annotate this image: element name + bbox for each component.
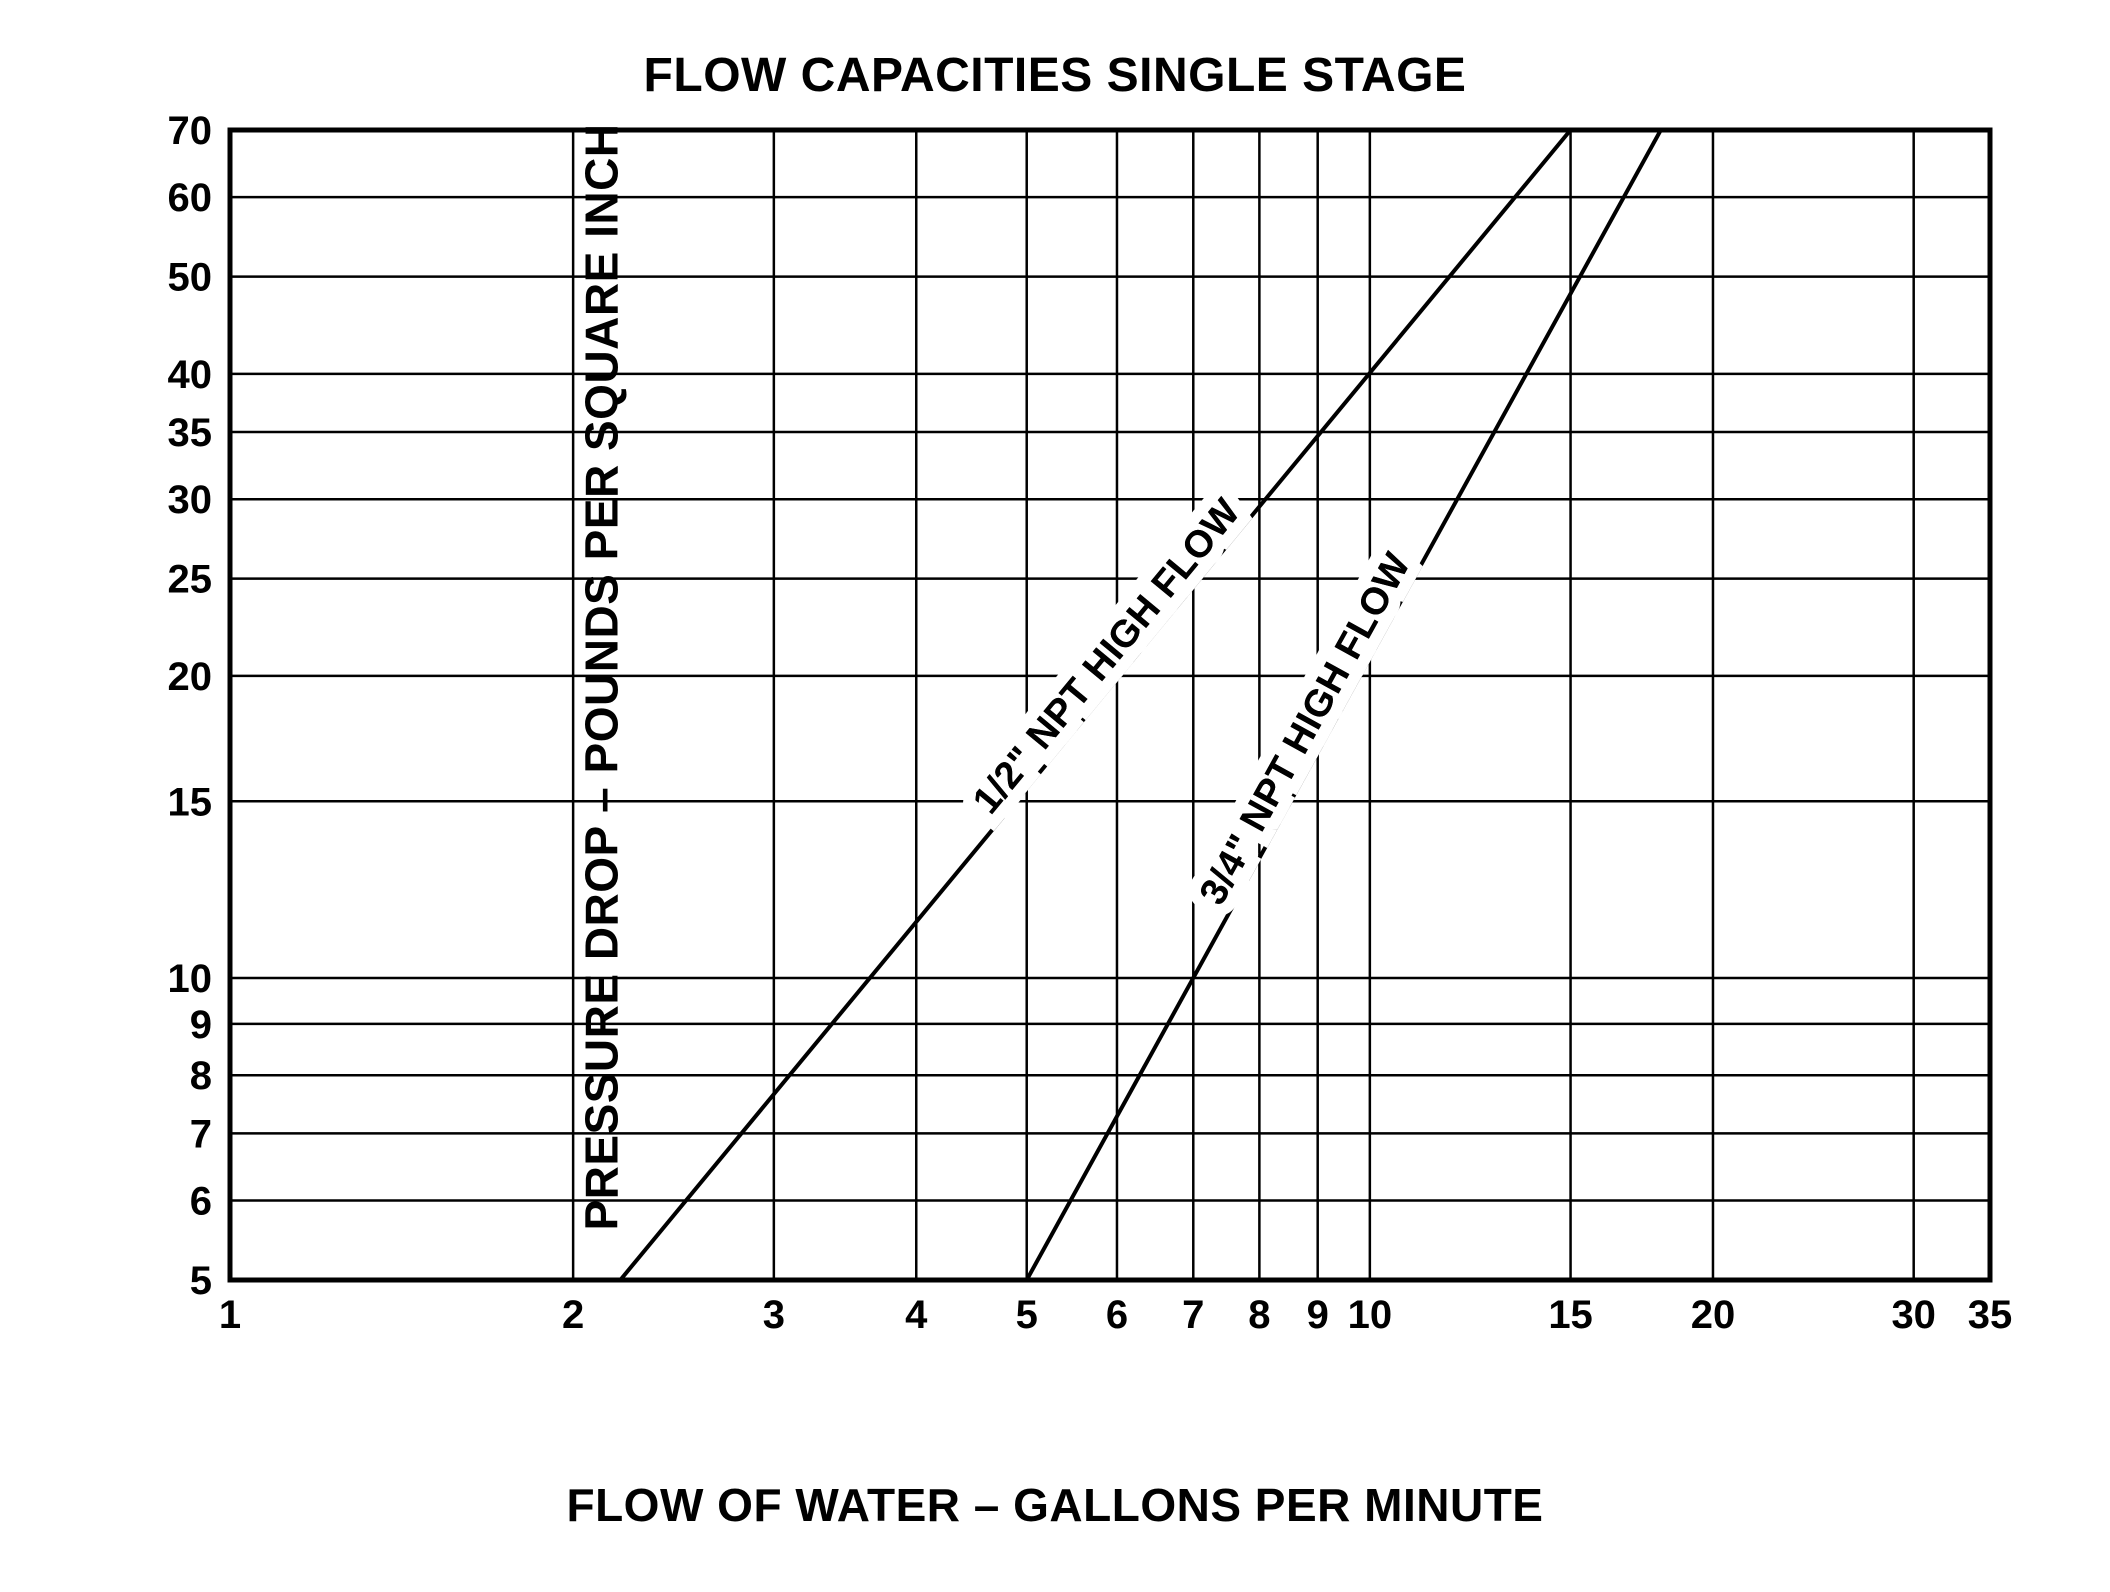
x-tick-label: 9 bbox=[1307, 1293, 1329, 1337]
x-tick-label: 20 bbox=[1691, 1293, 1736, 1337]
y-tick-label: 40 bbox=[168, 353, 213, 397]
y-tick-label: 70 bbox=[168, 109, 213, 153]
x-tick-label: 5 bbox=[1016, 1293, 1038, 1337]
x-tick-label: 15 bbox=[1548, 1293, 1593, 1337]
x-tick-label: 6 bbox=[1106, 1293, 1128, 1337]
x-tick-label: 30 bbox=[1891, 1293, 1936, 1337]
y-tick-label: 25 bbox=[168, 558, 213, 602]
y-tick-label: 5 bbox=[190, 1259, 212, 1303]
y-tick-label: 15 bbox=[168, 780, 213, 824]
y-tick-label: 7 bbox=[190, 1112, 212, 1156]
series-label: 1/2" NPT HIGH FLOW bbox=[965, 491, 1249, 822]
series-line bbox=[1027, 130, 1661, 1280]
series-label: 3/4" NPT HIGH FLOW bbox=[1192, 546, 1419, 912]
y-tick-label: 10 bbox=[168, 957, 213, 1001]
y-tick-label: 30 bbox=[168, 478, 213, 522]
x-tick-label: 3 bbox=[763, 1293, 785, 1337]
y-tick-label: 50 bbox=[168, 256, 213, 300]
plot-border bbox=[230, 130, 1990, 1280]
x-tick-label: 35 bbox=[1968, 1293, 2013, 1337]
plot-border-top bbox=[230, 130, 1990, 1280]
chart-page: FLOW CAPACITIES SINGLE STAGE PRESSURE DR… bbox=[0, 0, 2110, 1592]
x-tick-label: 10 bbox=[1348, 1293, 1393, 1337]
y-tick-label: 35 bbox=[168, 411, 213, 455]
y-tick-label: 8 bbox=[190, 1054, 212, 1098]
series-line bbox=[620, 130, 1570, 1280]
x-tick-label: 1 bbox=[219, 1293, 241, 1337]
x-tick-label: 7 bbox=[1182, 1293, 1204, 1337]
chart-plot-area: 1234567891015203035567891015202530354050… bbox=[0, 0, 2110, 1592]
x-tick-label: 8 bbox=[1248, 1293, 1270, 1337]
x-tick-label: 2 bbox=[562, 1293, 584, 1337]
y-tick-label: 9 bbox=[190, 1003, 212, 1047]
x-tick-label: 4 bbox=[905, 1293, 928, 1337]
y-tick-label: 6 bbox=[190, 1180, 212, 1224]
y-tick-label: 60 bbox=[168, 176, 213, 220]
y-tick-label: 20 bbox=[168, 655, 213, 699]
